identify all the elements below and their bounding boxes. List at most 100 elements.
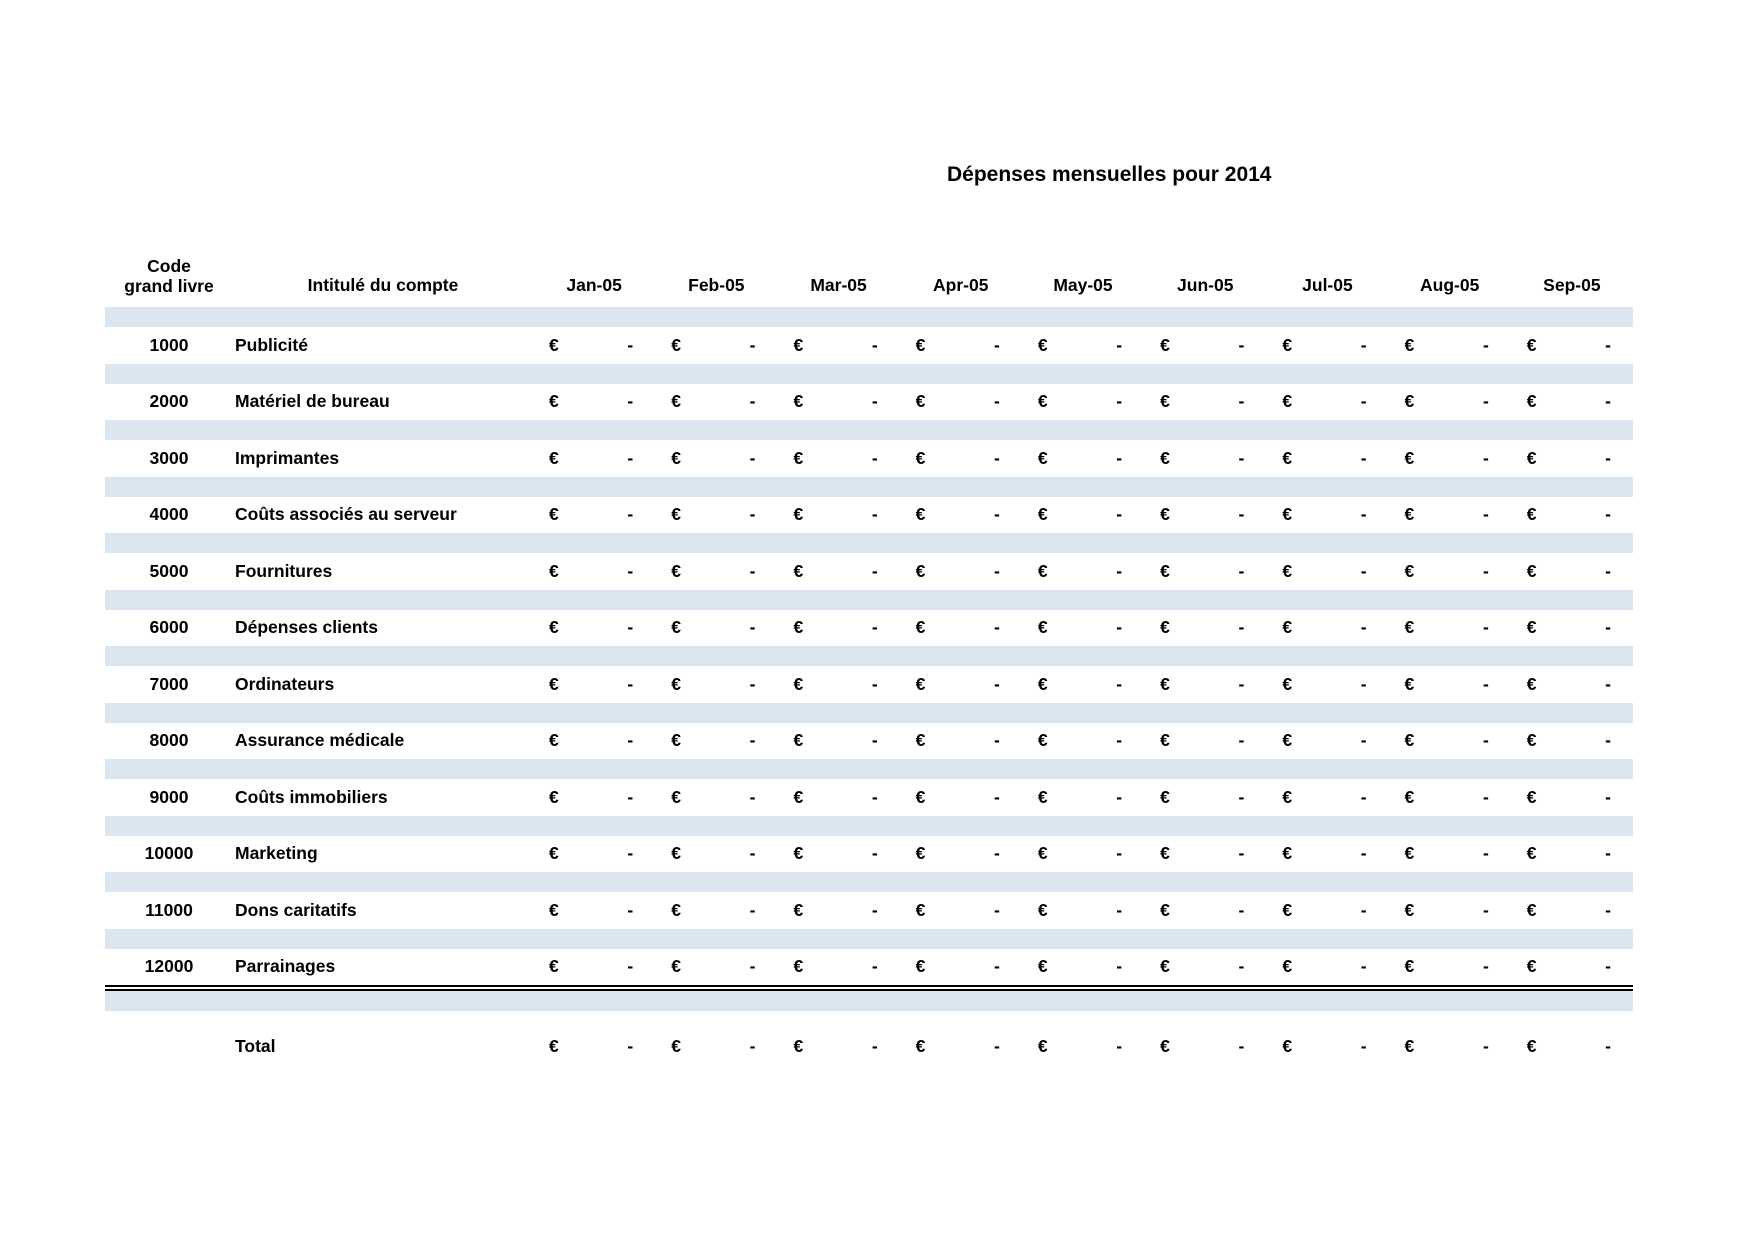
account-name-cell: Imprimantes [235, 447, 340, 468]
value-cell: € - [1266, 1036, 1388, 1057]
value-cell: € - [777, 787, 899, 808]
euro-symbol: € [549, 843, 559, 864]
value-cell: € - [777, 335, 899, 356]
euro-symbol: € [549, 786, 559, 807]
empty-value: - [871, 843, 878, 864]
value-cell: € - [533, 674, 655, 695]
value-cell: € - [1022, 561, 1144, 582]
account-name-cell: Matériel de bureau [235, 391, 390, 412]
euro-symbol: € [671, 391, 681, 412]
empty-value: - [1116, 843, 1123, 864]
empty-value: - [871, 1035, 878, 1056]
value-cell: € - [1022, 504, 1144, 525]
code-cell: 5000 [149, 560, 189, 581]
value-cell: € - [1266, 674, 1388, 695]
value-cell: € - [1511, 843, 1633, 864]
euro-symbol: € [671, 617, 681, 638]
value-cell: € - [533, 448, 655, 469]
code-cell: 6000 [149, 617, 189, 638]
euro-symbol: € [1160, 391, 1170, 412]
empty-value: - [1482, 786, 1489, 807]
empty-value: - [1116, 391, 1123, 412]
empty-value: - [1238, 843, 1245, 864]
empty-value: - [1360, 504, 1367, 525]
value-cell: € - [533, 843, 655, 864]
empty-value: - [627, 617, 634, 638]
value-cell: € - [533, 900, 655, 921]
euro-symbol: € [793, 730, 804, 751]
value-cell: € - [1266, 730, 1388, 751]
empty-value: - [1116, 730, 1123, 751]
empty-value: - [1238, 560, 1245, 581]
value-cell: € - [900, 617, 1022, 638]
euro-symbol: € [1526, 334, 1537, 355]
account-name-cell: Publicité [235, 334, 308, 355]
value-cell: € - [1022, 900, 1144, 921]
euro-symbol: € [1282, 504, 1293, 525]
empty-value: - [1482, 1035, 1489, 1056]
value-cell: € - [655, 843, 777, 864]
value-cell: € - [1266, 956, 1388, 977]
euro-symbol: € [549, 899, 559, 920]
value-cell: € - [777, 674, 899, 695]
euro-symbol: € [915, 1035, 926, 1056]
code-cell: 9000 [149, 786, 189, 807]
euro-symbol: € [1526, 899, 1537, 920]
value-cell: € - [1022, 730, 1144, 751]
table-row: 4000 Coûts associés au serveur € - € - € - € - € - €… [105, 497, 1633, 534]
value-cell: € - [777, 730, 899, 751]
value-cell: € - [533, 504, 655, 525]
value-cell: € - [1022, 617, 1144, 638]
euro-symbol: € [671, 1035, 681, 1056]
value-cell: € - [655, 1036, 777, 1057]
empty-value: - [994, 447, 1000, 468]
value-cell: € - [1511, 335, 1633, 356]
value-cell: € - [1266, 335, 1388, 356]
empty-value: - [1482, 617, 1489, 638]
value-cell: € - [1022, 335, 1144, 356]
empty-value: - [627, 504, 634, 525]
euro-symbol: € [1526, 447, 1537, 468]
table-header-row: Code grand livre Intitulé du compte Jan-… [105, 225, 1633, 307]
euro-symbol: € [915, 673, 926, 694]
account-name-cell: Assurance médicale [235, 730, 405, 751]
empty-value: - [1116, 334, 1123, 355]
separator-band [105, 646, 1633, 666]
empty-value: - [749, 334, 756, 355]
separator-band [105, 702, 1633, 723]
euro-symbol: € [915, 334, 926, 355]
empty-value: - [1360, 730, 1367, 751]
empty-value: - [1605, 391, 1611, 412]
value-cell: € - [1511, 391, 1633, 412]
empty-value: - [1482, 504, 1489, 525]
euro-symbol: € [1282, 391, 1293, 412]
value-cell: € - [1511, 617, 1633, 638]
value-cell: € - [533, 956, 655, 977]
value-cell: € - [777, 561, 899, 582]
euro-symbol: € [549, 730, 559, 751]
euro-symbol: € [1282, 1035, 1293, 1056]
euro-symbol: € [1037, 673, 1048, 694]
value-cell: € - [655, 617, 777, 638]
euro-symbol: € [1526, 786, 1537, 807]
value-cell: € - [1022, 391, 1144, 412]
value-cell: € - [1144, 787, 1266, 808]
empty-value: - [994, 673, 1000, 694]
value-cell: € - [1144, 448, 1266, 469]
separator-band [105, 589, 1633, 610]
euro-symbol: € [1404, 786, 1415, 807]
euro-symbol: € [1160, 617, 1170, 638]
euro-symbol: € [671, 560, 681, 581]
empty-value: - [871, 730, 878, 751]
euro-symbol: € [1160, 956, 1170, 977]
value-cell: € - [1389, 504, 1511, 525]
month-header: Jan-05 [566, 275, 622, 295]
value-cell: € - [1266, 617, 1388, 638]
empty-value: - [1360, 673, 1367, 694]
value-cell: € - [655, 674, 777, 695]
value-cell: € - [1022, 674, 1144, 695]
euro-symbol: € [671, 786, 681, 807]
euro-symbol: € [1160, 899, 1170, 920]
empty-value: - [994, 1035, 1000, 1056]
euro-symbol: € [671, 673, 681, 694]
